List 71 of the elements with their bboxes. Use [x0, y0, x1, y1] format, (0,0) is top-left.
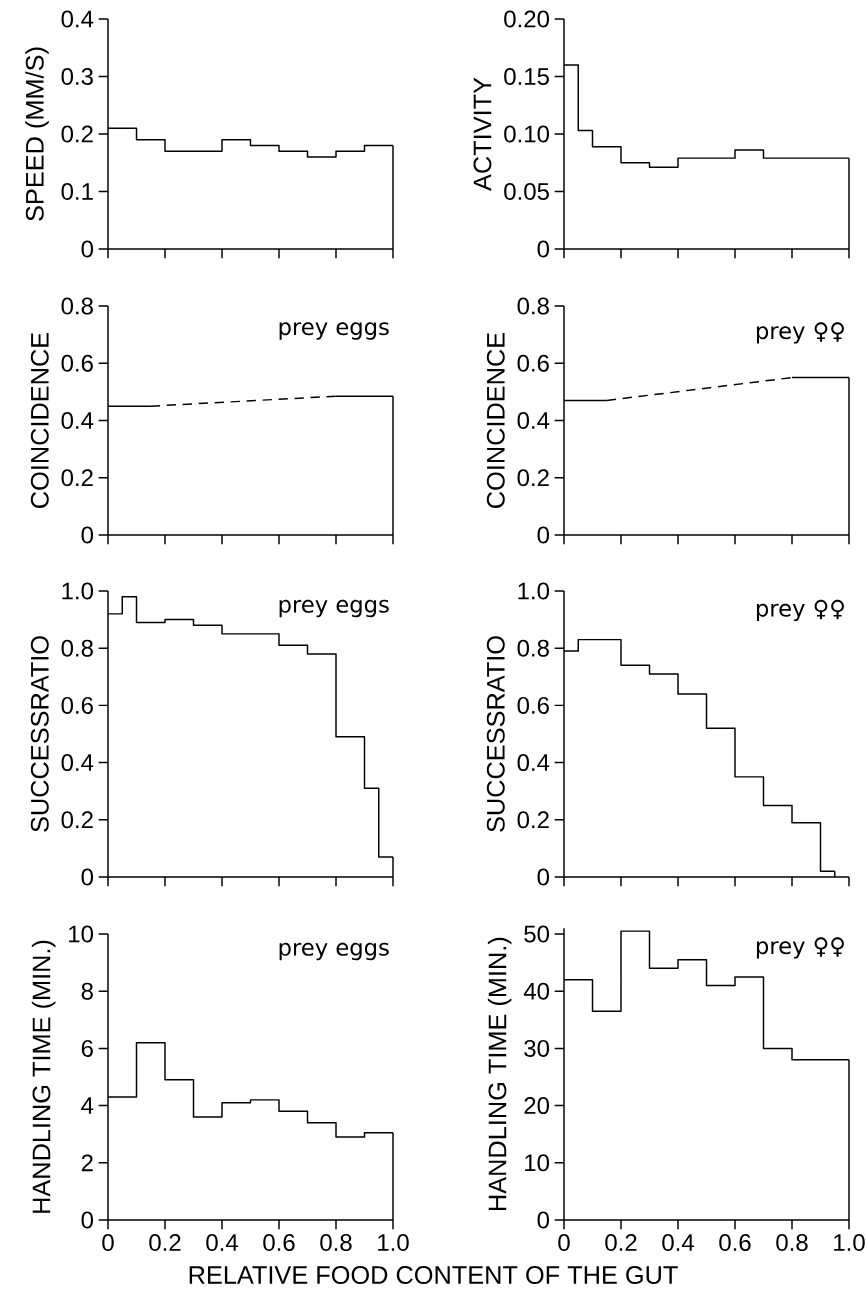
- y-tick-label: 10: [525, 1154, 550, 1172]
- x-tick-label: 0.8: [776, 1234, 808, 1252]
- y-tick-label: 0.8: [61, 639, 93, 657]
- y-tick-label: 0.2: [61, 469, 93, 487]
- y-tick-label: 1.0: [518, 582, 550, 600]
- x-tick-label: 0.2: [149, 1234, 181, 1252]
- y-tick-label: 0.6: [61, 696, 93, 714]
- x-tick-label: 1.0: [378, 1234, 409, 1252]
- y-tick-label: 0.05: [504, 182, 549, 200]
- x-tick-label: 0.4: [662, 1234, 694, 1252]
- y-tick-label: 0: [81, 240, 94, 258]
- y-tick-label: 10: [69, 925, 94, 943]
- y-tick-label: 0.15: [504, 67, 549, 85]
- x-tick-label: 0.8: [320, 1234, 352, 1252]
- x-tick-label: 0.2: [605, 1234, 637, 1252]
- y-tick-label: 50: [524, 925, 550, 943]
- x-tick-label: 0.6: [263, 1234, 295, 1252]
- y-axis-title: HANDLING TIME (MIN.): [31, 940, 56, 1213]
- y-tick-label: 0: [537, 240, 550, 258]
- y-tick-label: 0.8: [517, 297, 549, 315]
- annotation: prey ♀♀: [756, 322, 844, 344]
- y-tick-label: 0: [537, 868, 550, 886]
- x-axis-title: RELATIVE FOOD CONTENT OF THE GUT: [189, 1266, 678, 1284]
- annotation: prey ♀♀: [756, 599, 844, 622]
- y-tick-label: 0.6: [61, 354, 93, 372]
- y-tick-label: 40: [523, 982, 550, 1000]
- y-tick-label: 8: [81, 982, 93, 1000]
- x-tick-label: 0.4: [206, 1234, 238, 1252]
- annotation: prey eggs: [279, 322, 389, 340]
- y-tick-label: 0.4: [61, 754, 94, 772]
- y-tick-label: 0.1: [61, 182, 93, 200]
- y-tick-label: 0.6: [517, 354, 549, 372]
- y-tick-label: 0: [537, 1211, 550, 1229]
- y-tick-label: 30: [524, 1039, 550, 1057]
- y-axis-title: COINCIDENCE: [486, 332, 505, 508]
- y-tick-label: 0: [81, 1211, 94, 1229]
- y-tick-label: 0.8: [61, 297, 93, 315]
- x-tick-label: 0.6: [719, 1234, 751, 1252]
- y-tick-label: 0: [81, 526, 94, 544]
- y-tick-label: 0: [537, 526, 550, 544]
- y-tick-label: 0.3: [61, 67, 93, 85]
- y-tick-label: 0.6: [517, 696, 549, 714]
- y-tick-label: 0.10: [504, 125, 550, 143]
- y-tick-label: 0.2: [517, 469, 549, 487]
- y-axis-title: HANDLING TIME (MIN.): [487, 937, 512, 1210]
- y-axis-title: ACTIVITY: [473, 77, 492, 191]
- y-tick-label: 0.20: [504, 10, 550, 28]
- y-tick-label: 0.2: [517, 811, 549, 829]
- y-tick-label: 2: [81, 1154, 93, 1172]
- y-tick-label: 4: [81, 1097, 94, 1114]
- annotation: prey eggs: [279, 599, 389, 618]
- y-axis-title: SUCCESSRATIO: [486, 636, 505, 832]
- y-tick-label: 0.4: [61, 411, 94, 429]
- y-tick-label: 1.0: [62, 582, 94, 600]
- y-tick-label: 0.2: [61, 811, 93, 829]
- y-axis-title: SPEED (MM/S): [25, 47, 49, 221]
- x-tick-label: 1.0: [834, 1234, 865, 1252]
- annotation: prey ♀♀: [756, 937, 844, 959]
- y-axis-title: SUCCESSRATIO: [30, 636, 49, 832]
- y-tick-label: 0: [81, 868, 94, 886]
- y-tick-label: 0.2: [61, 125, 93, 143]
- annotation: prey eggs: [279, 942, 389, 961]
- x-tick-label: 0: [102, 1234, 114, 1252]
- y-axis-title: COINCIDENCE: [30, 332, 49, 508]
- y-tick-label: 0.4: [517, 411, 550, 429]
- y-tick-label: 0.4: [517, 754, 550, 772]
- y-tick-label: 20: [524, 1097, 550, 1115]
- y-tick-label: 0.8: [517, 639, 549, 657]
- y-tick-label: 6: [81, 1039, 93, 1057]
- x-tick-label: 0: [558, 1234, 570, 1252]
- y-tick-label: 0.4: [61, 10, 94, 28]
